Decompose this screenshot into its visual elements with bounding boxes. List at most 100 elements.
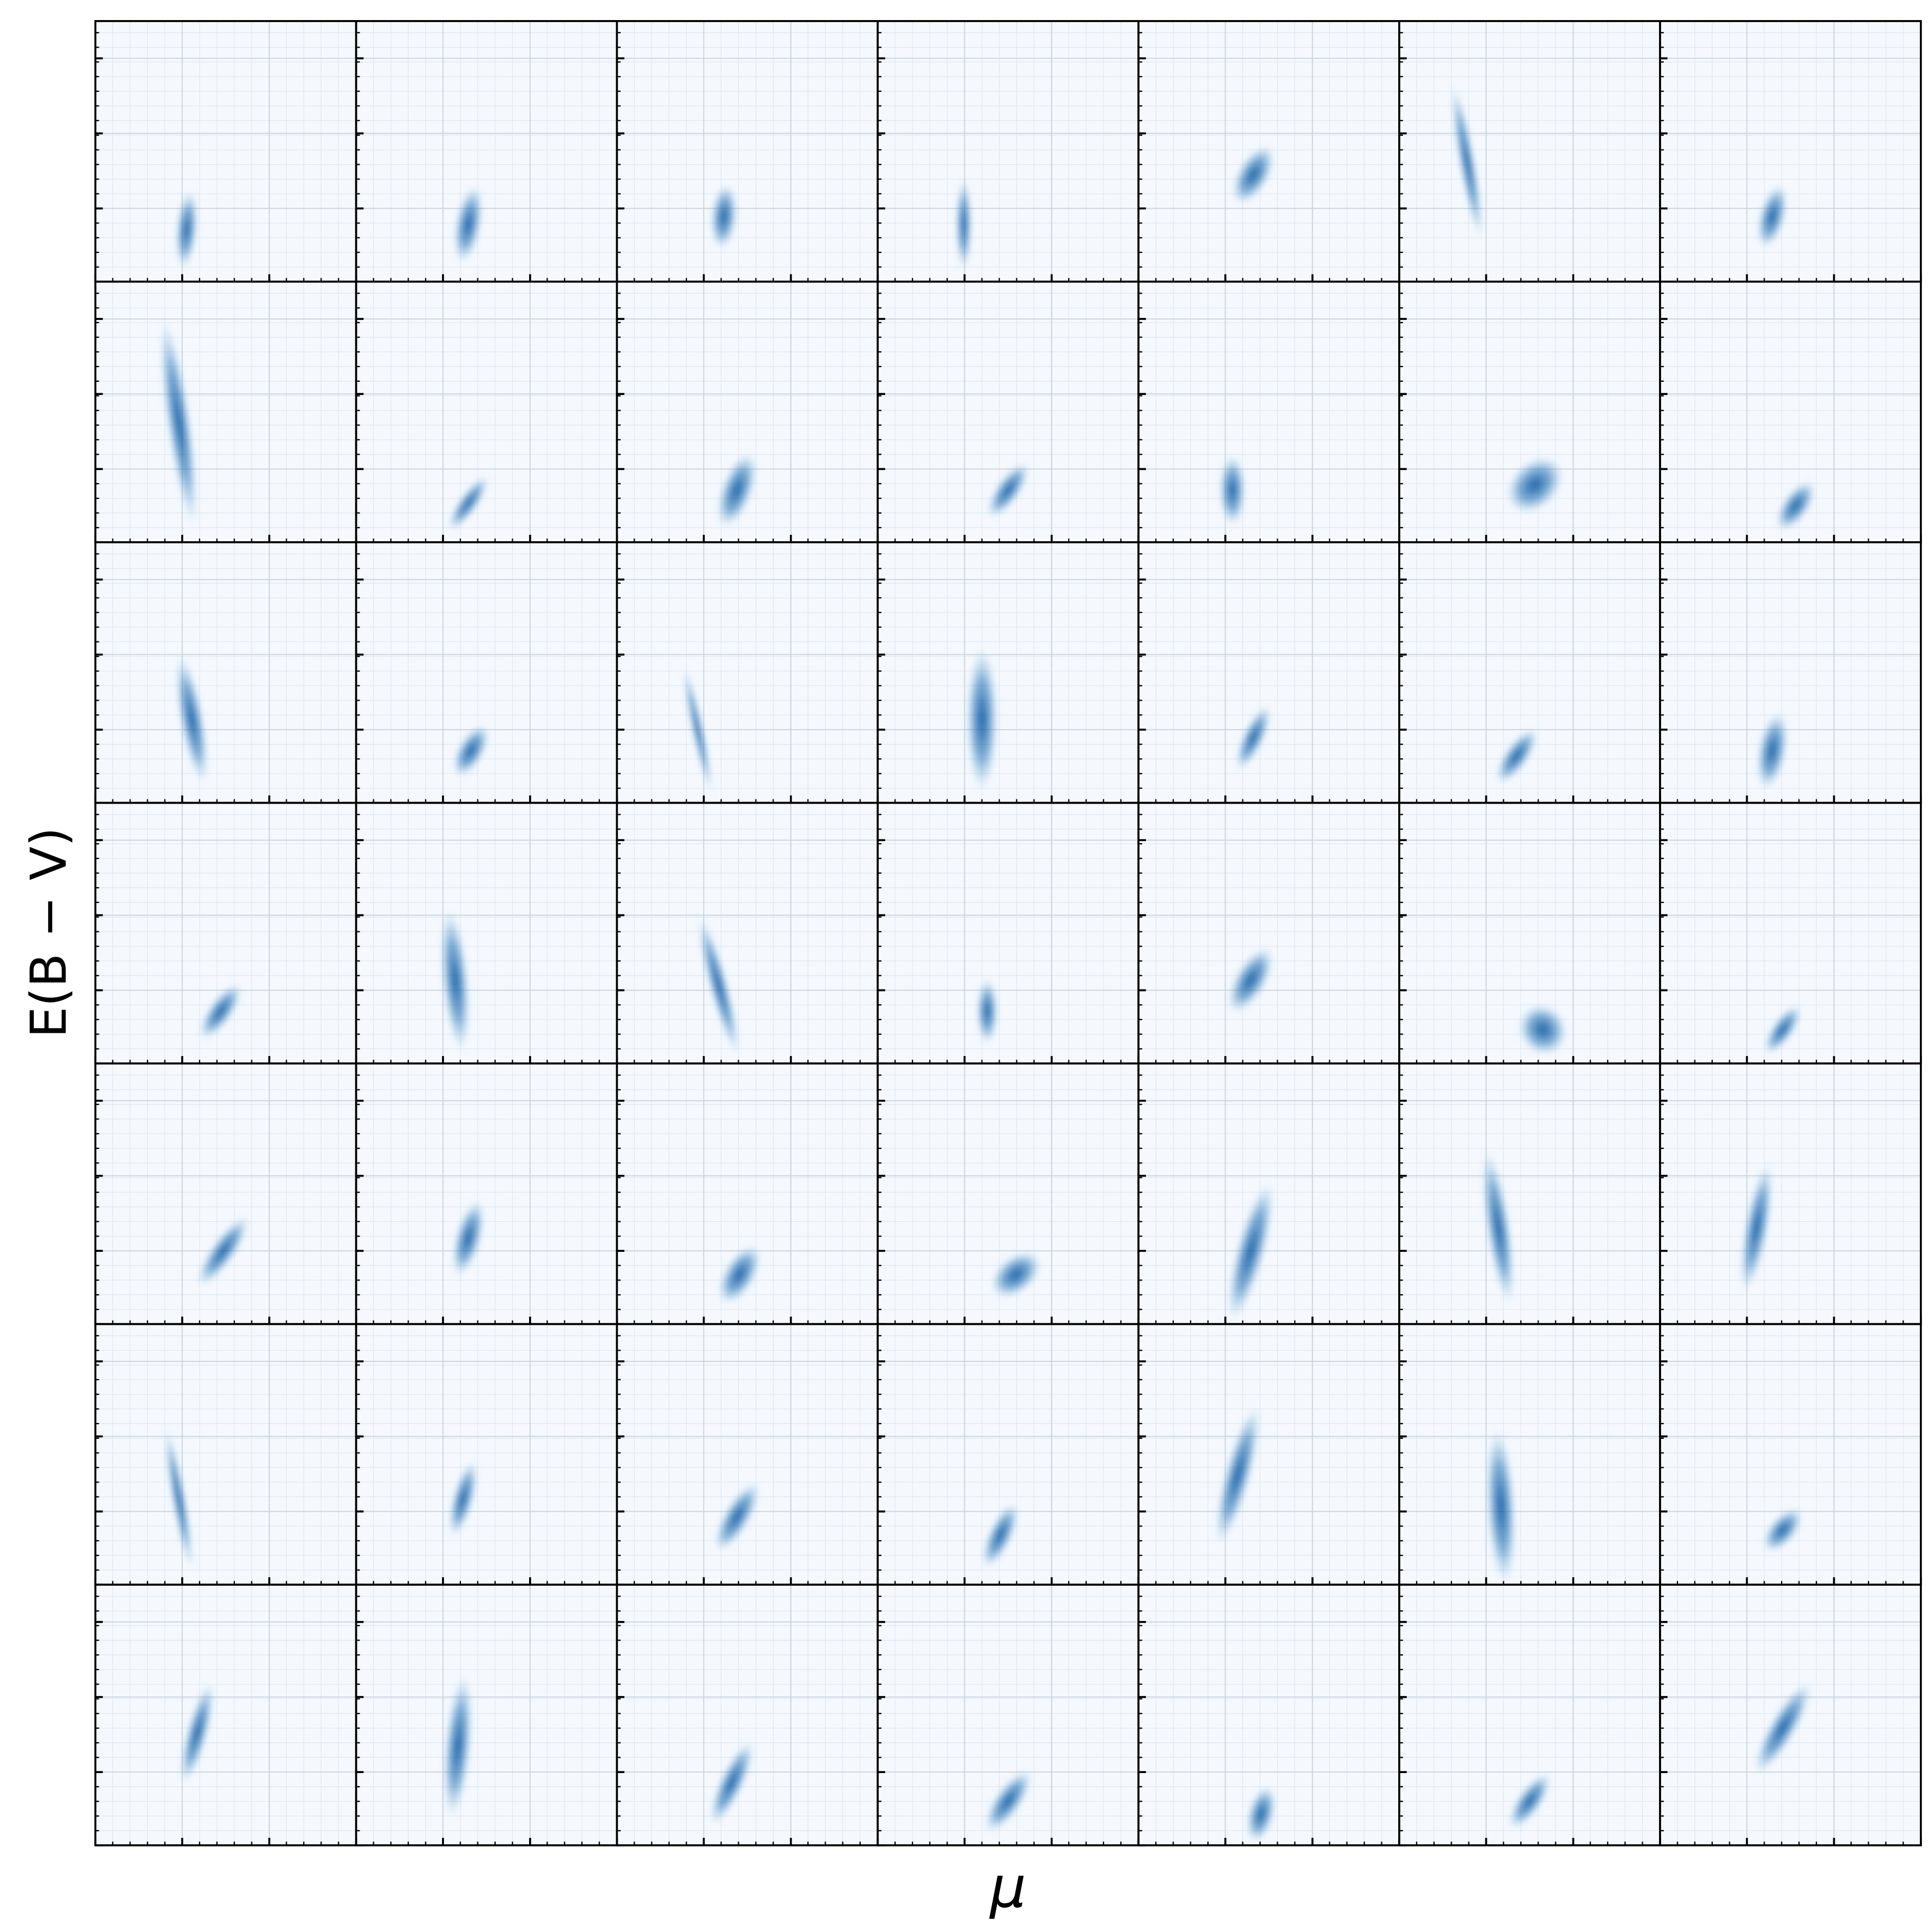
panel	[355, 1323, 618, 1586]
density-blob	[443, 1675, 473, 1818]
density-blob	[956, 178, 972, 270]
panel-background	[617, 1324, 878, 1585]
panel	[1398, 20, 1661, 283]
panel-background	[95, 1585, 356, 1845]
density-blob	[683, 666, 712, 794]
panel	[1137, 541, 1400, 804]
panel-background	[617, 803, 878, 1064]
density-blob	[175, 655, 208, 784]
density-blob	[1518, 1004, 1567, 1055]
panel	[1659, 802, 1922, 1065]
density-blob	[718, 1245, 761, 1304]
panel	[877, 1323, 1140, 1586]
panel-background	[1138, 1324, 1400, 1585]
panel	[616, 541, 879, 804]
density-blob	[1495, 728, 1538, 784]
density-blob	[710, 184, 738, 249]
panel-background	[356, 803, 617, 1064]
density-blob	[160, 319, 197, 526]
panel	[355, 1062, 618, 1325]
density-blob	[714, 1482, 760, 1552]
panel	[616, 20, 879, 283]
panel	[1659, 1584, 1922, 1846]
panel	[94, 280, 357, 543]
panel	[1398, 1584, 1661, 1846]
panel	[616, 1323, 879, 1586]
panel	[1398, 541, 1661, 804]
panel-background	[1660, 21, 1921, 282]
panel-background	[617, 1585, 878, 1845]
panel	[877, 541, 1140, 804]
density-blob	[452, 1200, 485, 1276]
panel	[355, 541, 618, 804]
panel-background	[95, 281, 356, 542]
density-blob	[1215, 1406, 1260, 1545]
panel	[877, 802, 1140, 1065]
density-blob	[984, 1770, 1032, 1832]
panel	[1398, 1323, 1661, 1586]
density-blob	[1232, 145, 1275, 204]
density-blob	[1740, 1163, 1773, 1292]
panel	[616, 1584, 879, 1846]
panel-background	[878, 542, 1139, 803]
panel-frame	[1659, 1584, 1922, 1846]
panel	[94, 802, 357, 1065]
panel-background	[1399, 1324, 1660, 1585]
panel	[1137, 1062, 1400, 1325]
density-blob	[448, 476, 488, 531]
panel-background	[356, 1324, 617, 1585]
panel-background	[95, 542, 356, 803]
panel	[1659, 280, 1922, 543]
panel	[1398, 1062, 1661, 1325]
panel-background	[95, 1324, 356, 1585]
panel-background	[95, 1063, 356, 1324]
density-blob	[1227, 1182, 1274, 1321]
panel	[355, 280, 618, 543]
panel	[1659, 1323, 1922, 1586]
panel-background	[1660, 1324, 1921, 1585]
density-blob	[1756, 712, 1788, 789]
panel-background	[1399, 21, 1660, 282]
density-blob	[710, 1741, 754, 1825]
panel-background	[95, 21, 356, 282]
y-axis-label: E(B − V)	[20, 827, 78, 1038]
density-blob	[1754, 1682, 1811, 1774]
panel	[94, 1323, 357, 1586]
panel	[1398, 802, 1661, 1065]
density-blob	[982, 1503, 1019, 1568]
panel	[877, 1062, 1140, 1325]
panel-background	[617, 542, 878, 803]
panel	[1659, 20, 1922, 283]
density-blob	[1451, 84, 1483, 239]
density-blob	[165, 1428, 193, 1570]
panel-background	[1399, 1063, 1660, 1324]
panel	[355, 802, 618, 1065]
density-blob	[1776, 481, 1815, 531]
panel-background	[356, 281, 617, 542]
panel-background	[1660, 542, 1921, 803]
density-blob	[199, 984, 242, 1039]
density-blob	[454, 185, 483, 263]
density-blob	[453, 725, 489, 777]
density-blob	[1228, 947, 1274, 1013]
panel-background	[95, 803, 356, 1064]
panel	[616, 280, 879, 543]
panel	[94, 20, 357, 283]
panel	[1659, 541, 1922, 804]
panel-background	[617, 21, 878, 282]
density-blob	[1763, 1508, 1803, 1552]
panel-background	[1138, 281, 1400, 542]
panels	[94, 20, 1922, 1846]
density-blob	[1246, 1786, 1276, 1842]
density-blob	[175, 190, 198, 269]
panel-background	[356, 1063, 617, 1324]
density-blob	[966, 647, 998, 791]
panel-background	[1138, 803, 1400, 1064]
density-blob	[698, 916, 739, 1055]
density-blob	[1219, 455, 1246, 525]
panel	[877, 20, 1140, 283]
panel	[94, 541, 357, 804]
panel-background	[356, 542, 617, 803]
